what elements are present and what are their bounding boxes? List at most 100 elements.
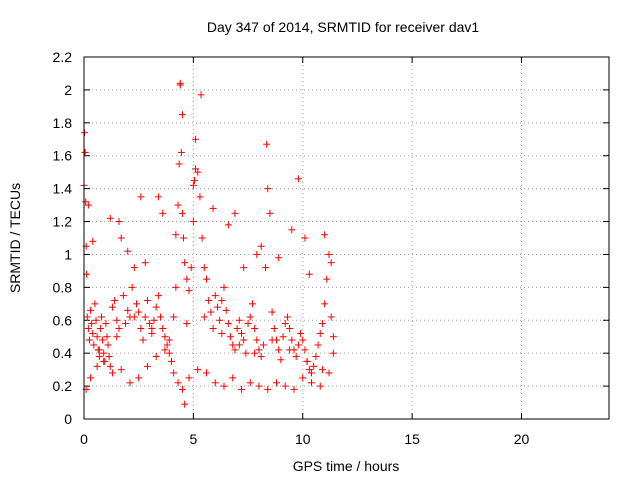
data-point — [154, 193, 162, 201]
data-point — [124, 306, 132, 314]
data-point — [325, 369, 333, 377]
data-point — [117, 234, 125, 242]
data-point — [89, 237, 97, 245]
data-point — [81, 148, 89, 156]
y-tick-label: 1.2 — [53, 214, 73, 230]
data-point — [294, 175, 302, 183]
data-point — [308, 379, 315, 387]
data-point — [178, 111, 186, 119]
data-point — [99, 336, 107, 344]
data-point — [105, 352, 113, 360]
data-point — [143, 362, 151, 370]
x-axis-label: GPS time / hours — [293, 458, 400, 474]
data-point — [200, 313, 208, 321]
data-point — [192, 165, 200, 173]
data-point — [277, 356, 285, 364]
data-point — [308, 369, 315, 377]
data-point — [141, 259, 149, 267]
data-point — [98, 313, 105, 321]
data-point — [194, 366, 202, 374]
data-point — [299, 336, 307, 344]
data-point — [273, 379, 280, 387]
data-point — [117, 366, 125, 374]
data-point — [190, 176, 198, 184]
data-point — [257, 352, 265, 360]
data-point — [137, 325, 145, 332]
data-point — [124, 247, 132, 255]
x-tick-label: 20 — [514, 431, 530, 447]
data-point — [163, 341, 171, 349]
data-point — [281, 320, 289, 328]
data-point — [172, 283, 180, 291]
data-point — [316, 329, 324, 337]
data-point — [329, 333, 337, 341]
data-point — [103, 333, 111, 341]
data-point — [111, 297, 119, 305]
y-tick-label: 2 — [64, 82, 72, 98]
data-point — [321, 300, 329, 308]
data-point — [264, 185, 272, 193]
data-point — [203, 369, 210, 377]
data-point — [203, 275, 210, 283]
data-point — [161, 346, 169, 354]
data-point — [165, 349, 173, 357]
data-point — [89, 329, 97, 337]
data-point — [150, 316, 158, 324]
data-point — [84, 201, 92, 209]
data-point — [113, 333, 121, 341]
data-point — [135, 308, 143, 316]
data-point — [200, 264, 208, 272]
data-point — [181, 400, 189, 408]
data-point — [288, 226, 296, 234]
data-point — [248, 300, 256, 308]
data-point — [257, 242, 265, 250]
data-point — [196, 193, 204, 201]
data-point — [87, 306, 95, 314]
data-point — [159, 209, 167, 217]
data-point — [183, 320, 191, 328]
data-point — [229, 341, 237, 349]
data-point — [227, 333, 235, 341]
data-point — [222, 306, 230, 314]
data-point — [266, 209, 274, 217]
data-point — [96, 325, 104, 332]
data-point — [229, 374, 237, 382]
data-point — [305, 270, 313, 278]
data-point — [251, 349, 259, 357]
data-point — [154, 292, 162, 300]
data-point — [251, 325, 259, 332]
data-point — [207, 308, 215, 316]
data-point — [310, 362, 318, 370]
data-point — [268, 336, 276, 344]
data-point — [183, 275, 191, 283]
data-point — [231, 346, 239, 354]
data-point — [238, 385, 245, 393]
data-point — [106, 214, 114, 222]
plot-area-frame — [83, 56, 610, 420]
data-point — [233, 325, 241, 332]
y-tick-label: 1.4 — [53, 181, 73, 197]
data-point — [93, 333, 101, 341]
data-point — [314, 341, 322, 349]
data-point — [141, 313, 149, 321]
data-point — [297, 329, 305, 337]
data-point — [329, 349, 337, 357]
data-point — [126, 379, 134, 387]
data-point — [220, 382, 228, 390]
data-point — [301, 346, 309, 354]
data-point — [292, 352, 300, 360]
y-tick-label: 2.2 — [53, 49, 73, 65]
data-point — [93, 362, 101, 370]
data-point — [224, 320, 232, 328]
data-point — [235, 341, 243, 349]
data-point — [95, 346, 103, 354]
data-point — [262, 264, 270, 272]
data-point — [115, 218, 123, 226]
data-point — [181, 259, 189, 267]
data-point — [130, 264, 138, 272]
y-tick-label: 1.6 — [53, 148, 73, 164]
data-point — [87, 374, 95, 382]
x-tick-label: 10 — [295, 431, 311, 447]
data-point — [211, 379, 219, 387]
